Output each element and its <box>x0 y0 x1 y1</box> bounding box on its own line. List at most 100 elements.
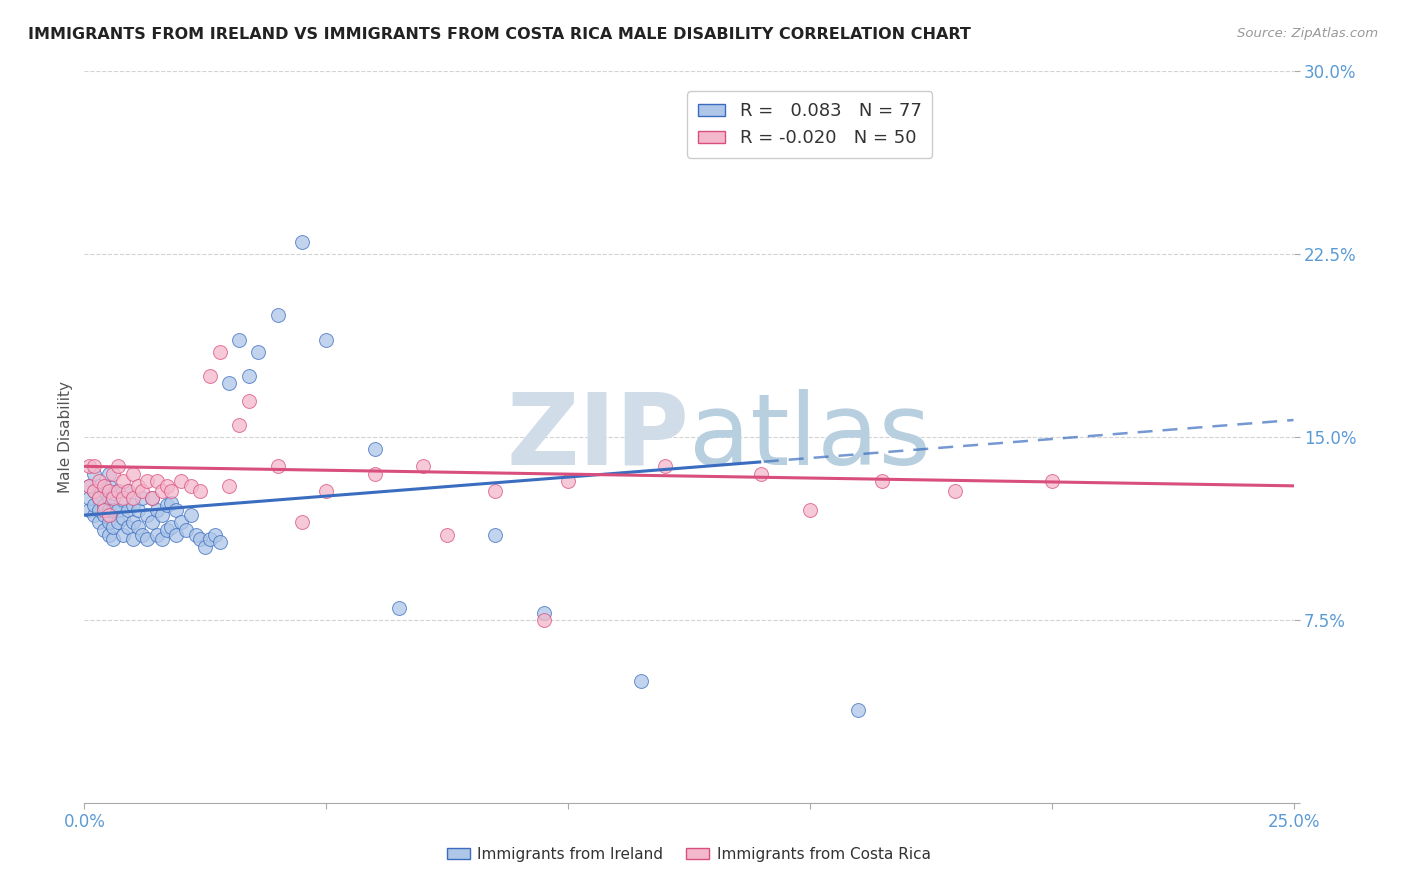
Point <box>238 369 260 384</box>
Point <box>484 527 506 541</box>
Point <box>112 491 135 505</box>
Point <box>97 508 120 522</box>
Point <box>127 520 149 534</box>
Point <box>238 393 260 408</box>
Point <box>155 479 177 493</box>
Point <box>107 483 129 498</box>
Point <box>83 467 105 481</box>
Point <box>170 516 193 530</box>
Point <box>291 516 314 530</box>
Point <box>198 533 221 547</box>
Point <box>121 467 143 481</box>
Point <box>218 376 240 391</box>
Point <box>97 516 120 530</box>
Point <box>87 474 110 488</box>
Point <box>180 508 202 522</box>
Point <box>218 479 240 493</box>
Point <box>150 533 173 547</box>
Point <box>97 479 120 493</box>
Point <box>654 459 676 474</box>
Point <box>83 508 105 522</box>
Point <box>174 523 197 537</box>
Point <box>291 235 314 249</box>
Text: IMMIGRANTS FROM IRELAND VS IMMIGRANTS FROM COSTA RICA MALE DISABILITY CORRELATIO: IMMIGRANTS FROM IRELAND VS IMMIGRANTS FR… <box>28 27 972 42</box>
Point <box>155 523 177 537</box>
Point <box>204 527 226 541</box>
Point <box>1040 474 1063 488</box>
Point <box>436 527 458 541</box>
Point <box>77 459 100 474</box>
Point <box>184 527 207 541</box>
Point <box>943 483 966 498</box>
Point <box>103 533 125 547</box>
Point <box>77 491 100 505</box>
Legend: Immigrants from Ireland, Immigrants from Costa Rica: Immigrants from Ireland, Immigrants from… <box>441 841 936 868</box>
Point <box>228 417 250 432</box>
Point <box>77 479 100 493</box>
Point <box>83 483 105 498</box>
Point <box>363 442 385 457</box>
Point <box>170 474 193 488</box>
Point <box>121 533 143 547</box>
Point <box>107 516 129 530</box>
Point <box>846 703 869 717</box>
Point <box>228 333 250 347</box>
Point <box>103 520 125 534</box>
Point <box>160 520 183 534</box>
Point <box>93 483 115 498</box>
Point <box>121 516 143 530</box>
Point <box>97 467 120 481</box>
Point <box>872 474 894 488</box>
Point <box>208 344 231 359</box>
Point <box>127 479 149 493</box>
Point <box>160 496 183 510</box>
Text: atlas: atlas <box>689 389 931 485</box>
Point <box>751 467 773 481</box>
Point <box>103 467 125 481</box>
Point <box>160 483 183 498</box>
Point <box>208 535 231 549</box>
Point <box>93 523 115 537</box>
Point <box>136 508 159 522</box>
Point <box>117 483 139 498</box>
Point <box>77 479 100 493</box>
Point <box>533 606 555 620</box>
Point <box>150 483 173 498</box>
Point <box>103 491 125 505</box>
Point <box>93 479 115 493</box>
Point <box>146 474 169 488</box>
Point <box>388 600 411 615</box>
Point <box>97 491 120 505</box>
Point <box>83 499 105 513</box>
Point <box>150 508 173 522</box>
Point <box>190 483 212 498</box>
Point <box>103 486 125 500</box>
Point <box>87 491 110 505</box>
Point <box>103 503 125 517</box>
Y-axis label: Male Disability: Male Disability <box>58 381 73 493</box>
Point <box>87 491 110 505</box>
Point <box>180 479 202 493</box>
Point <box>127 503 149 517</box>
Point <box>315 333 337 347</box>
Point <box>141 491 163 505</box>
Point <box>77 503 100 517</box>
Point <box>131 527 153 541</box>
Point <box>131 491 153 505</box>
Point <box>97 527 120 541</box>
Point <box>136 474 159 488</box>
Point <box>107 483 129 498</box>
Point <box>117 483 139 498</box>
Point <box>136 533 159 547</box>
Point <box>83 483 105 498</box>
Point <box>155 499 177 513</box>
Point <box>146 527 169 541</box>
Point <box>117 503 139 517</box>
Point <box>412 459 434 474</box>
Point <box>146 503 169 517</box>
Point <box>93 499 115 513</box>
Point <box>87 516 110 530</box>
Point <box>198 369 221 384</box>
Point <box>141 491 163 505</box>
Point <box>121 491 143 505</box>
